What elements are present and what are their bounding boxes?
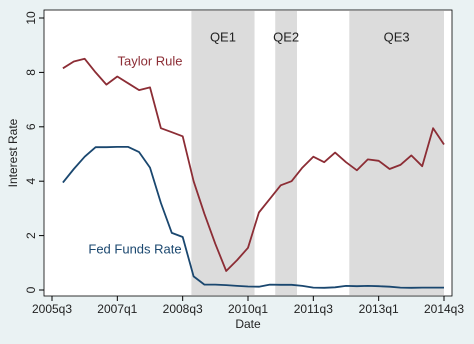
x-tick-label: 2011q3 (294, 302, 333, 316)
x-axis-label: Date (235, 317, 261, 331)
x-tick-label: 2010q1 (228, 302, 268, 316)
shaded-region (191, 11, 255, 295)
region-label: QE2 (273, 29, 299, 44)
shaded-region (349, 11, 444, 295)
y-tick-label: 6 (24, 123, 38, 130)
y-tick-label: 10 (24, 11, 38, 25)
shaded-region (275, 11, 297, 295)
x-tick-label: 2007q1 (97, 302, 137, 316)
series-line (62, 146, 444, 289)
x-tick-label: 2005q3 (32, 302, 72, 316)
x-tick-label: 2013q1 (359, 302, 399, 316)
y-tick-label: 8 (24, 69, 38, 76)
series-label: Fed Funds Rate (88, 241, 181, 256)
y-tick-label: 0 (24, 286, 38, 293)
region-label: QE3 (384, 29, 410, 44)
x-tick-label: 2008q3 (163, 302, 203, 316)
series-label: Taylor Rule (117, 53, 182, 68)
series-line (62, 57, 445, 272)
y-tick-label: 2 (24, 232, 38, 239)
x-tick-label: 2014q3 (424, 302, 464, 316)
region-label: QE1 (210, 29, 236, 44)
y-tick-label: 4 (24, 178, 38, 185)
y-axis-label: Interest Rate (6, 118, 20, 187)
